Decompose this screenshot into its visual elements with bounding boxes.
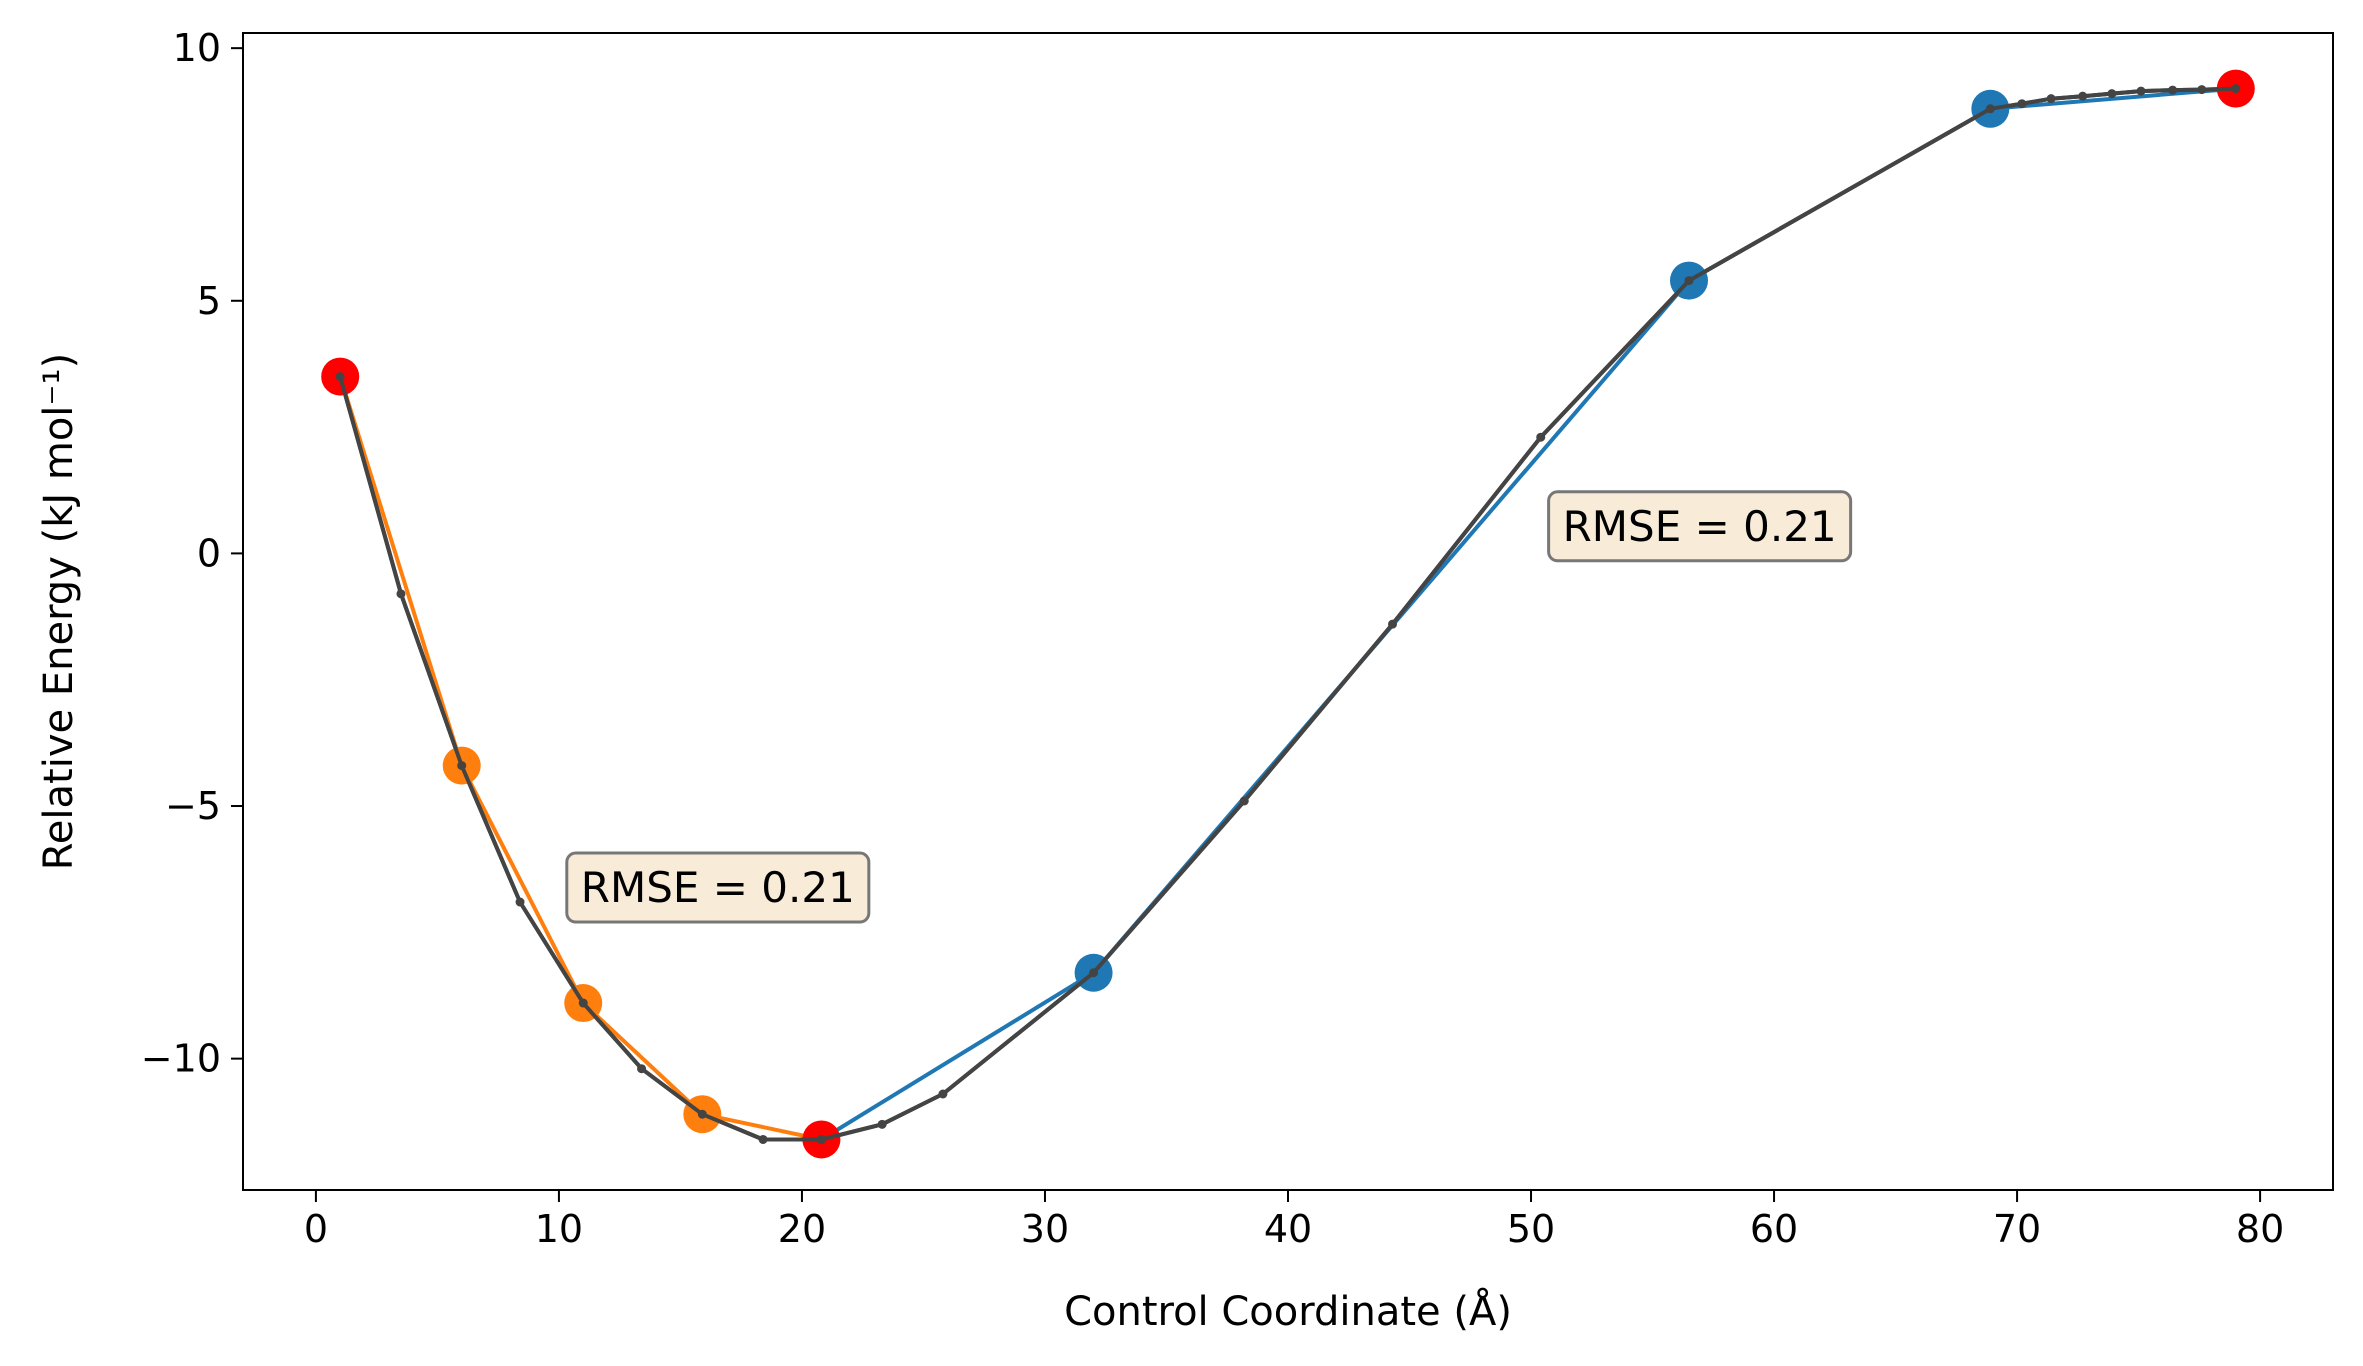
marker-layer	[321, 69, 2255, 1159]
x-tick-label: 30	[1021, 1207, 1069, 1251]
fitted-curve-point	[1388, 619, 1397, 629]
y-tick-label: 5	[197, 279, 221, 323]
x-tick-label: 20	[778, 1207, 826, 1251]
fitted-curve-point	[335, 372, 345, 382]
fitted-curve-point	[1089, 968, 1099, 978]
fitted-curve-point	[515, 897, 525, 907]
fitted-curve-point	[2046, 94, 2056, 104]
tick-layer: 0 10 20 30 40 50 60 70 80 −10 −5 0 5 10	[141, 26, 2284, 1251]
fitted-curve-point	[1536, 432, 1546, 442]
annotation-layer: RMSE = 0.21 RMSE = 0.21	[565, 490, 1853, 924]
y-tick-label: 0	[197, 531, 221, 575]
fitted-curve-point	[2168, 85, 2178, 95]
x-tick-label: 0	[304, 1207, 328, 1251]
fitted-curve-point	[637, 1064, 647, 1074]
fitted-curve-point	[758, 1134, 768, 1144]
fitted-curve-point	[2107, 89, 2117, 99]
fitted-curve-point	[1684, 276, 1694, 286]
fitted-curve-point	[396, 589, 406, 599]
annotation-text: RMSE = 0.21	[1563, 502, 1837, 551]
fitted-curve-point	[1239, 796, 1249, 806]
fitted-curve-point	[816, 1134, 826, 1144]
annotation-text: RMSE = 0.21	[581, 863, 855, 912]
fitted-curve-point	[578, 998, 588, 1008]
y-tick-label: −10	[141, 1037, 221, 1081]
rmse-annotation: RMSE = 0.21	[565, 851, 871, 924]
fitted-curve-point	[2017, 99, 2027, 109]
fitted-curve-point	[2197, 85, 2207, 95]
x-tick-label: 50	[1507, 1207, 1555, 1251]
x-tick-label: 40	[1264, 1207, 1312, 1251]
y-axis-label: Relative Energy (kJ mol⁻¹)	[36, 353, 82, 870]
rmse-annotation: RMSE = 0.21	[1547, 490, 1853, 563]
x-tick-label: 10	[535, 1207, 583, 1251]
x-axis-label: Control Coordinate (Å)	[1064, 1287, 1512, 1335]
x-tick-label: 70	[1993, 1207, 2041, 1251]
fitted-curve-point	[2136, 86, 2146, 96]
y-tick-label: −5	[165, 784, 221, 828]
fitted-curve-point	[1985, 104, 1995, 114]
fitted-curve-point	[938, 1089, 948, 1099]
x-tick-label: 80	[2236, 1207, 2284, 1251]
annotation-box	[1547, 490, 1853, 563]
fitted-curve-point	[2231, 84, 2241, 94]
x-tick-label: 60	[1750, 1207, 1798, 1251]
y-tick-label: 10	[173, 26, 221, 70]
fitted-curve-point	[877, 1119, 887, 1129]
fitted-curve-point	[697, 1109, 707, 1119]
fitted-curve-point	[2078, 91, 2088, 101]
annotation-box	[565, 851, 871, 924]
fitted-curve-point	[457, 761, 467, 771]
